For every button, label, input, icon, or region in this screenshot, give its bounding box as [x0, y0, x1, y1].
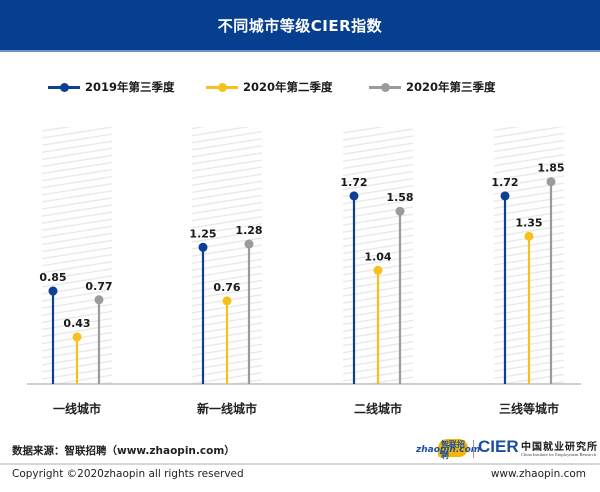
legend-marker-icon	[206, 82, 238, 92]
chart-title: 不同城市等级CIER指数	[217, 16, 383, 35]
legend: 2019年第三季度 2020年第二季度 2020年第三季度	[0, 77, 600, 97]
logo-separator	[473, 440, 474, 458]
data-label: 1.72	[340, 176, 367, 189]
copyright: Copyright ©2020zhaopin all rights reserv…	[12, 468, 244, 480]
legend-marker-icon	[48, 82, 80, 92]
data-point	[546, 177, 556, 187]
data-point	[48, 286, 58, 296]
footer-url: www.zhaopin.com	[490, 468, 586, 480]
legend-item-2019q3: 2019年第三季度	[48, 77, 175, 97]
chart-header: 不同城市等级CIER指数	[0, 0, 600, 52]
legend-item-2020q3: 2020年第三季度	[369, 77, 496, 97]
data-label: 1.58	[386, 191, 413, 204]
data-label: 1.72	[491, 176, 518, 189]
data-point	[222, 296, 232, 306]
legend-item-2020q2: 2020年第二季度	[206, 77, 333, 97]
data-point	[198, 242, 208, 252]
cier-logo-en: China Institute for Employment Research	[521, 452, 596, 457]
cier-logo: CIER	[478, 437, 519, 456]
zhaopin-logo-cn: 智联招聘	[441, 440, 465, 460]
cier-logo-cn: 中国就业研究所	[521, 442, 598, 453]
x-tick-label: 一线城市	[52, 402, 101, 416]
footer-divider	[0, 463, 600, 465]
data-point	[244, 239, 254, 249]
data-point	[373, 265, 383, 275]
data-label: 1.28	[235, 224, 262, 237]
x-tick-label: 二线城市	[353, 402, 402, 416]
legend-marker-icon	[369, 82, 401, 92]
data-source: 数据来源：智联招聘（www.zhaopin.com）	[12, 445, 235, 457]
data-label: 1.85	[537, 162, 564, 175]
x-tick-label: 新一线城市	[196, 402, 257, 416]
legend-label: 2020年第三季度	[406, 80, 496, 94]
legend-label: 2019年第三季度	[85, 80, 175, 94]
zhaopin-logo-text: zhaopin.com	[416, 445, 481, 455]
data-point	[524, 231, 534, 241]
data-label: 1.25	[189, 227, 216, 240]
data-label: 0.77	[85, 280, 112, 293]
data-point	[500, 191, 510, 201]
legend-label: 2020年第二季度	[243, 80, 333, 94]
data-label: 0.76	[213, 281, 240, 294]
zhaopin-badge-icon	[438, 439, 468, 457]
data-label: 1.04	[364, 250, 391, 263]
data-label: 1.35	[515, 216, 542, 229]
data-point	[72, 332, 82, 342]
zhaopin-logo: zhaopin.com 智联招聘	[416, 438, 480, 460]
data-point	[395, 206, 405, 216]
data-point	[94, 295, 104, 305]
data-point	[349, 191, 359, 201]
data-label: 0.43	[63, 317, 90, 330]
data-label: 0.85	[39, 271, 66, 284]
x-tick-label: 三线等城市	[498, 402, 559, 416]
